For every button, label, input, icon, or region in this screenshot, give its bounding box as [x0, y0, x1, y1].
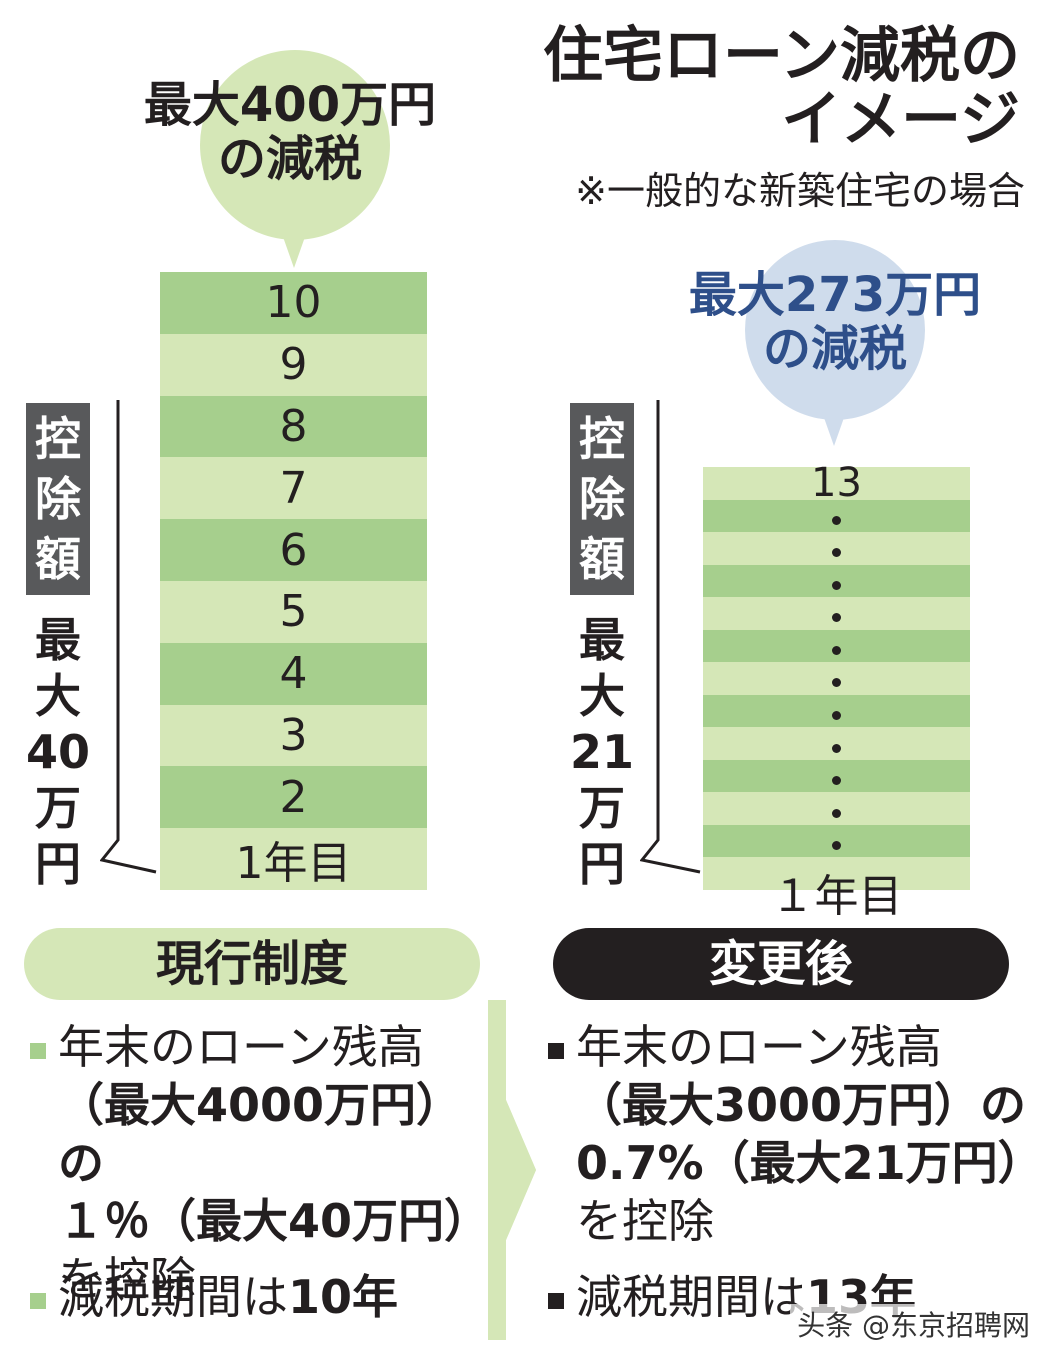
after-bubble-tail — [822, 412, 846, 446]
vertical-char: 円 — [35, 837, 81, 891]
after-b1-line1: 年末のローン残高 — [576, 1020, 942, 1074]
after-year-11 — [703, 532, 970, 565]
after-b1-line3: 0.7%（最大21万円） — [576, 1136, 1039, 1190]
after-deduction-amount: 最大 21 万円 — [570, 612, 634, 892]
current-b1-line4: を控除 — [58, 1252, 196, 1306]
current-b2-prefix: 減税期間は — [58, 1270, 288, 1324]
after-year-2 — [703, 824, 970, 858]
after-bullet-1-marker — [548, 1042, 564, 1059]
current-bubble — [200, 50, 390, 240]
current-year-4: 4 — [160, 642, 427, 705]
after-ellipsis-dot — [832, 548, 841, 558]
after-bullet-1: 年末のローン残高 （最大3000万円）の 0.7%（最大21万円） を控除 — [548, 1018, 1039, 1250]
current-b2-value: 10年 — [288, 1270, 399, 1324]
after-year-10 — [703, 564, 970, 598]
vertical-char: 円 — [579, 837, 625, 891]
note: ※一般的な新築住宅の場合 — [575, 169, 1025, 213]
vertical-char: 21 — [570, 725, 635, 779]
transition-arrow — [488, 1000, 536, 1340]
after-year-3 — [703, 792, 970, 825]
current-year-stack: 10 9 8 7 6 5 4 3 2 1年目 — [160, 272, 427, 890]
current-year-3: 3 — [160, 704, 427, 767]
current-year-1: 1年目 — [160, 828, 427, 890]
title-line2: イメージ — [781, 85, 1020, 155]
after-b1-line4: を控除 — [576, 1194, 714, 1248]
vertical-char: 控 — [579, 412, 625, 466]
current-b1-line3: １％（最大40万円） — [58, 1194, 491, 1248]
after-year-12 — [703, 499, 970, 533]
current-b1-line1: 年末のローン残高 — [58, 1020, 424, 1074]
vertical-char: 万 — [579, 781, 625, 835]
current-year-5: 5 — [160, 581, 427, 643]
current-b1-line2: （最大4000万円）の — [58, 1078, 463, 1190]
after-ellipsis-dot — [832, 645, 841, 655]
after-year-1 — [703, 857, 970, 890]
after-ellipsis-dot — [832, 841, 841, 851]
after-bubble-line2: の減税 — [762, 321, 907, 377]
current-bullet-1-marker — [30, 1042, 46, 1059]
after-year-4 — [703, 759, 970, 793]
after-ellipsis-dot — [832, 776, 841, 786]
current-bullet-2: 減税期間は10年 — [30, 1268, 500, 1326]
vertical-char: 大 — [35, 669, 81, 723]
after-year-7 — [703, 662, 970, 695]
after-ellipsis-dot — [832, 743, 841, 753]
current-deduction-amount: 最大 40 万円 — [26, 612, 90, 892]
vertical-char: 控 — [35, 412, 81, 466]
current-year-2: 2 — [160, 766, 427, 829]
after-year-13: 13 — [703, 460, 970, 506]
current-bullet-2-marker — [30, 1292, 46, 1309]
vertical-char: 最 — [35, 613, 81, 667]
after-ellipsis-dot — [832, 613, 841, 623]
vertical-char: 除 — [579, 472, 625, 526]
after-bullet-2: 減税期間は13年 — [548, 1268, 1028, 1326]
after-deduction-label: 控除額 — [570, 403, 634, 595]
current-year-6: 6 — [160, 519, 427, 581]
after-system-pill: 変更後 — [553, 928, 1009, 1000]
after-bottom-year: １年目 — [770, 871, 903, 922]
after-b1-line2: （最大3000万円）の — [576, 1078, 1027, 1132]
after-ellipsis-dot — [832, 711, 841, 721]
after-bubble-text: 最大273万円 の減税 — [650, 268, 1020, 376]
after-ellipsis-dot — [832, 580, 841, 590]
after-year-stack: 13 — [703, 460, 970, 890]
current-year-8: 8 — [160, 395, 427, 458]
vertical-char: 大 — [579, 669, 625, 723]
after-bracket — [640, 400, 701, 874]
vertical-char: 額 — [35, 532, 81, 586]
current-bubble-line2: の減税 — [217, 131, 362, 187]
after-year-9 — [703, 597, 970, 630]
current-bracket — [100, 400, 157, 874]
after-ellipsis-dot — [832, 808, 841, 818]
after-bullet-2-marker — [548, 1292, 564, 1309]
diagram-title: 住宅ローン減税の イメージ — [520, 24, 1020, 152]
watermark: 头条 @东京招聘网 — [790, 1304, 1030, 1344]
vertical-char: 額 — [579, 532, 625, 586]
current-bullet-1: 年末のローン残高 （最大4000万円）の １％（最大40万円） を控除 — [30, 1018, 500, 1308]
title-line1: 住宅ローン減税の — [543, 21, 1020, 91]
current-year-10: 10 — [160, 272, 427, 334]
after-ellipsis-dot — [832, 678, 841, 688]
vertical-char: 万 — [35, 781, 81, 835]
current-system-pill: 現行制度 — [24, 928, 480, 1000]
current-bubble-line1: 最大400万円 — [143, 77, 437, 133]
vertical-char: 除 — [35, 472, 81, 526]
after-year-6 — [703, 694, 970, 728]
current-bubble-text: 最大400万円 の減税 — [110, 78, 470, 186]
current-deduction-label: 控除額 — [26, 403, 90, 595]
current-year-9: 9 — [160, 333, 427, 396]
vertical-char: 40 — [26, 725, 91, 779]
after-bubble — [745, 240, 925, 420]
after-ellipsis-dot — [832, 515, 841, 525]
current-year-7: 7 — [160, 457, 427, 520]
current-bubble-tail — [282, 234, 306, 268]
vertical-char: 最 — [579, 613, 625, 667]
after-year-5 — [703, 727, 970, 760]
after-bubble-line1: 最大273万円 — [688, 267, 982, 323]
after-year-8 — [703, 629, 970, 663]
after-b2-prefix: 減税期間は — [576, 1270, 806, 1324]
